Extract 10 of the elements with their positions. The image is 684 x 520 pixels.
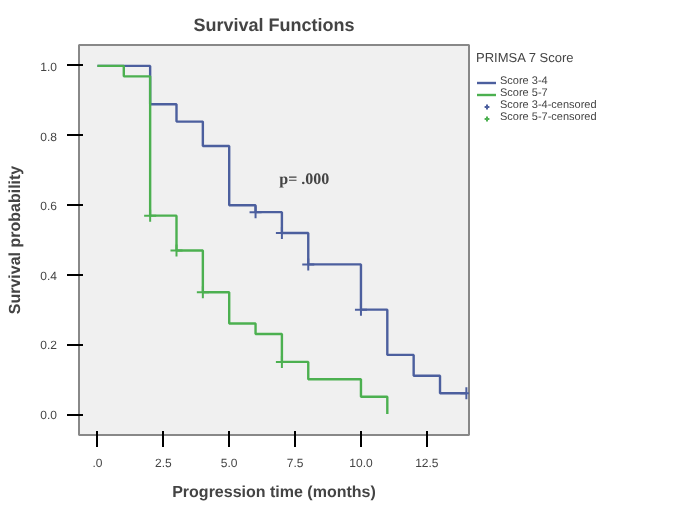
y-axis-title: Survival probability bbox=[6, 164, 25, 315]
point bbox=[248, 205, 263, 220]
x-axis-title: Progression time (months) bbox=[172, 483, 377, 501]
point bbox=[195, 285, 210, 300]
point bbox=[301, 257, 316, 272]
chart-title: Survival Functions bbox=[193, 15, 355, 35]
point bbox=[143, 208, 158, 223]
annotation: p= .000 bbox=[279, 169, 330, 188]
point bbox=[169, 243, 184, 258]
point bbox=[353, 302, 368, 317]
